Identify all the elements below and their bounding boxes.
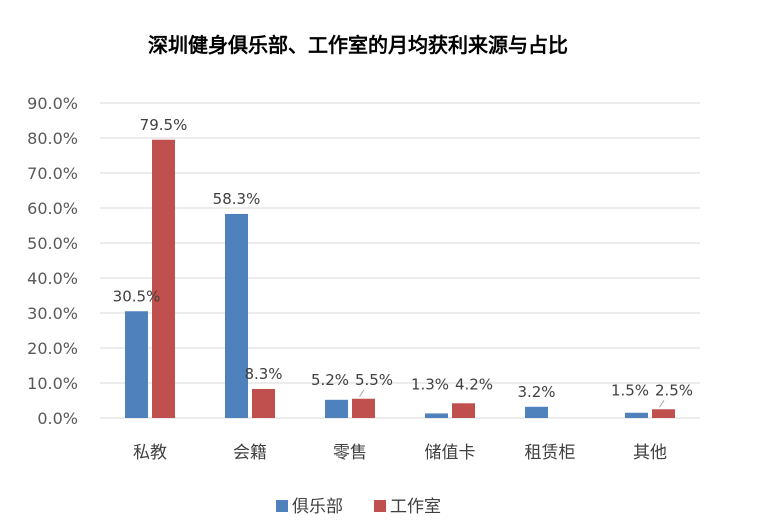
- bar-studio: [652, 409, 675, 418]
- x-category-label: 私教: [133, 443, 167, 463]
- legend-label: 俱乐部: [292, 497, 343, 517]
- y-axis-ticks: 0.0% 10.0% 20.0% 30.0% 40.0% 50.0% 60.0% 70.0% 8…: [27, 94, 78, 428]
- bar-club: [225, 213, 248, 418]
- data-label: 5.5%: [355, 371, 393, 389]
- y-tick-label: 20.0%: [27, 339, 78, 358]
- x-category-label: 零售: [333, 443, 367, 463]
- bar-club: [425, 413, 448, 418]
- y-tick-label: 40.0%: [27, 269, 78, 288]
- bar-club: [525, 406, 548, 418]
- y-tick-label: 30.0%: [27, 304, 78, 323]
- data-label: 8.3%: [244, 365, 282, 383]
- y-tick-label: 10.0%: [27, 374, 78, 393]
- data-label: 3.2%: [517, 383, 555, 401]
- gridlines: [100, 102, 700, 419]
- legend-label: 工作室: [390, 497, 441, 517]
- data-labels: 30.5% 79.5% 58.3% 8.3% 5.2% 5.5% 1.3% 4.2% 3.2% 1…: [113, 116, 693, 408]
- y-tick-label: 50.0%: [27, 234, 78, 253]
- x-category-label: 会籍: [233, 443, 267, 463]
- data-label: 30.5%: [113, 287, 161, 305]
- y-tick-label: 60.0%: [27, 199, 78, 218]
- data-label: 4.2%: [455, 375, 493, 393]
- data-label: 58.3%: [213, 190, 261, 208]
- x-category-label: 储值卡: [425, 443, 476, 463]
- leader-line: [359, 389, 365, 398]
- bar-studio: [152, 139, 175, 418]
- data-label: 2.5%: [655, 381, 693, 399]
- y-tick-label: 90.0%: [27, 94, 78, 113]
- legend-swatch: [374, 500, 386, 512]
- x-category-label: 其他: [633, 443, 667, 463]
- data-label: 1.5%: [611, 381, 649, 399]
- x-category-label: 租赁柜: [525, 443, 576, 463]
- data-label: 5.2%: [311, 371, 349, 389]
- bar-club: [125, 311, 148, 418]
- legend: 俱乐部 工作室: [276, 497, 441, 517]
- y-tick-label: 0.0%: [37, 409, 78, 428]
- data-label: 79.5%: [140, 116, 188, 134]
- bar-club: [325, 399, 348, 418]
- bar-studio: [252, 388, 275, 418]
- y-tick-label: 80.0%: [27, 129, 78, 148]
- data-label: 1.3%: [411, 375, 449, 393]
- legend-swatch: [276, 500, 288, 512]
- y-tick-label: 70.0%: [27, 164, 78, 183]
- bar-club: [625, 412, 648, 418]
- bar-studio: [452, 403, 475, 418]
- chart-title: 深圳健身俱乐部、工作室的月均获利来源与占比: [148, 33, 568, 57]
- leader-line: [659, 399, 665, 408]
- x-axis-categories: 私教 会籍 零售 储值卡 租赁柜 其他: [133, 443, 667, 463]
- bar-studio: [352, 398, 375, 418]
- bars: [125, 139, 675, 418]
